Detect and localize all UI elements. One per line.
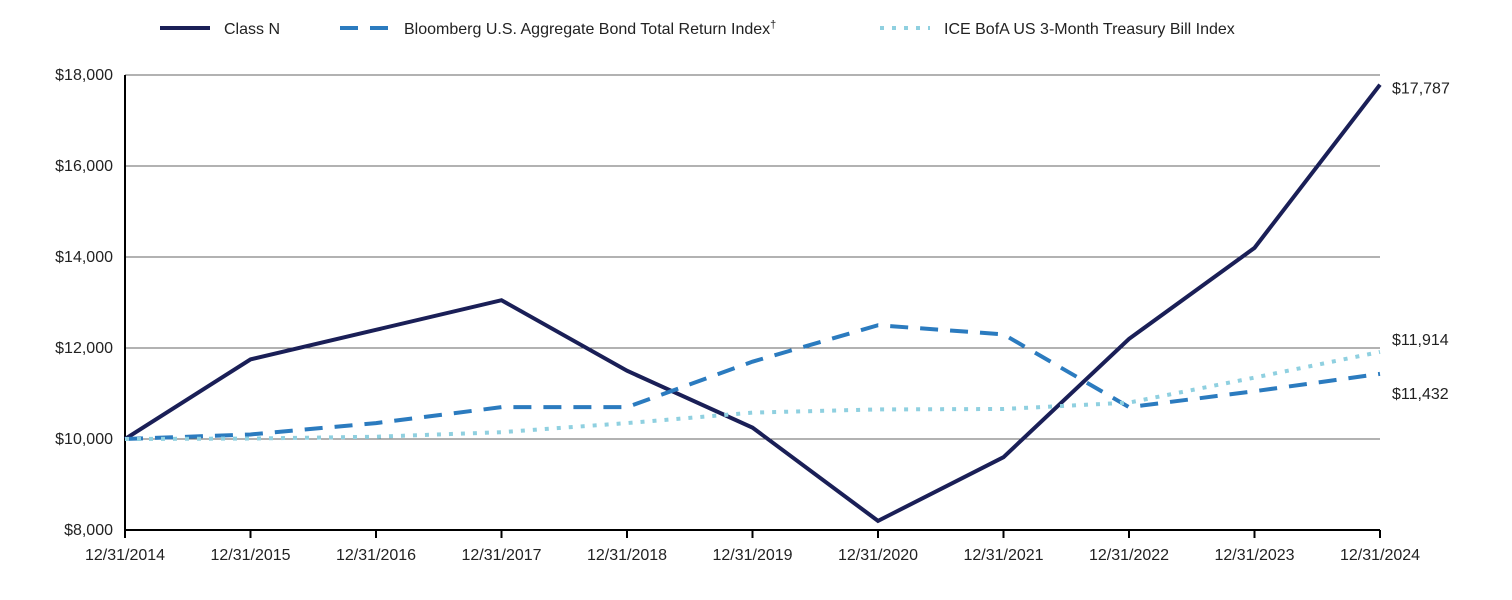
x-axis-label: 12/31/2022 — [1089, 547, 1169, 564]
y-axis-label: $10,000 — [55, 431, 113, 448]
y-axis-label: $12,000 — [55, 340, 113, 357]
x-axis-label: 12/31/2020 — [838, 547, 918, 564]
x-axis-label: 12/31/2021 — [963, 547, 1043, 564]
series-end-label: $11,432 — [1392, 386, 1449, 403]
y-axis-label: $18,000 — [55, 67, 113, 84]
growth-chart: $8,000 $10,000 $12,000 $14,000 $16,000 $18,00… — [0, 0, 1512, 600]
x-axis-label: 12/31/2024 — [1340, 547, 1420, 564]
legend-label: Bloomberg U.S. Aggregate Bond Total Retu… — [404, 19, 776, 38]
series-end-label: $11,914 — [1392, 332, 1449, 349]
y-axis-label: $16,000 — [55, 158, 113, 175]
series-end-label: $17,787 — [1392, 81, 1450, 98]
legend-label: Class N — [224, 21, 280, 38]
x-axis-label: 12/31/2017 — [461, 547, 541, 564]
legend-label: ICE BofA US 3-Month Treasury Bill Index — [944, 21, 1235, 38]
y-axis-label: $8,000 — [64, 522, 113, 539]
x-axis-label: 12/31/2014 — [85, 547, 165, 564]
y-axis-label: $14,000 — [55, 249, 113, 266]
x-axis-label: 12/31/2015 — [210, 547, 290, 564]
x-axis-label: 12/31/2018 — [587, 547, 667, 564]
x-axis-label: 12/31/2016 — [336, 547, 416, 564]
x-axis-label: 12/31/2023 — [1214, 547, 1294, 564]
x-axis-label: 12/31/2019 — [712, 547, 792, 564]
